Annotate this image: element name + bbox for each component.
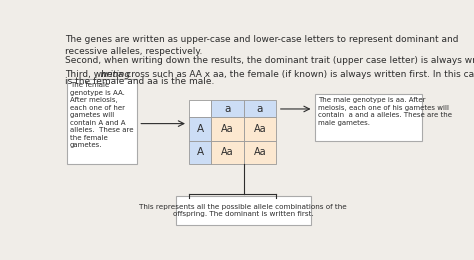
Bar [211, 118, 244, 141]
Bar [244, 141, 276, 164]
Text: Aa: Aa [221, 124, 234, 134]
Bar [190, 101, 211, 118]
Bar [211, 141, 244, 164]
Text: Aa: Aa [254, 147, 266, 157]
Text: Aa: Aa [221, 147, 234, 157]
Text: A: A [197, 147, 204, 157]
Text: a: a [257, 104, 263, 114]
Text: Second, when writing down the results, the dominant trait (upper case letter) is: Second, when writing down the results, t… [65, 56, 474, 65]
Text: The female
genotype is AA.
After meiosis,
each one of her
gametes will
contain A: The female genotype is AA. After meiosis… [70, 82, 134, 148]
Bar [190, 118, 211, 141]
Bar [175, 196, 311, 225]
Text: A: A [197, 124, 204, 134]
Bar [244, 118, 276, 141]
Bar [244, 101, 276, 118]
Text: This represents all the possible allele combinations of the
offspring. The domin: This represents all the possible allele … [139, 204, 347, 217]
Text: a cross such as AA x aa, the female (if known) is always written first. In this : a cross such as AA x aa, the female (if … [115, 70, 474, 79]
Text: Third, when: Third, when [65, 70, 121, 79]
Text: is the female and aa is the male.: is the female and aa is the male. [65, 77, 215, 86]
Text: The male genotype is aa. After
meiosis, each one of his gametes will
contain  a : The male genotype is aa. After meiosis, … [318, 98, 452, 126]
Bar [67, 79, 137, 164]
Bar [211, 101, 244, 118]
Bar [315, 94, 422, 141]
Text: a: a [224, 104, 231, 114]
Bar [190, 141, 211, 164]
Text: Aa: Aa [254, 124, 266, 134]
Text: The genes are written as upper-case and lower-case letters to represent dominant: The genes are written as upper-case and … [65, 35, 459, 56]
Text: writing: writing [100, 70, 131, 79]
